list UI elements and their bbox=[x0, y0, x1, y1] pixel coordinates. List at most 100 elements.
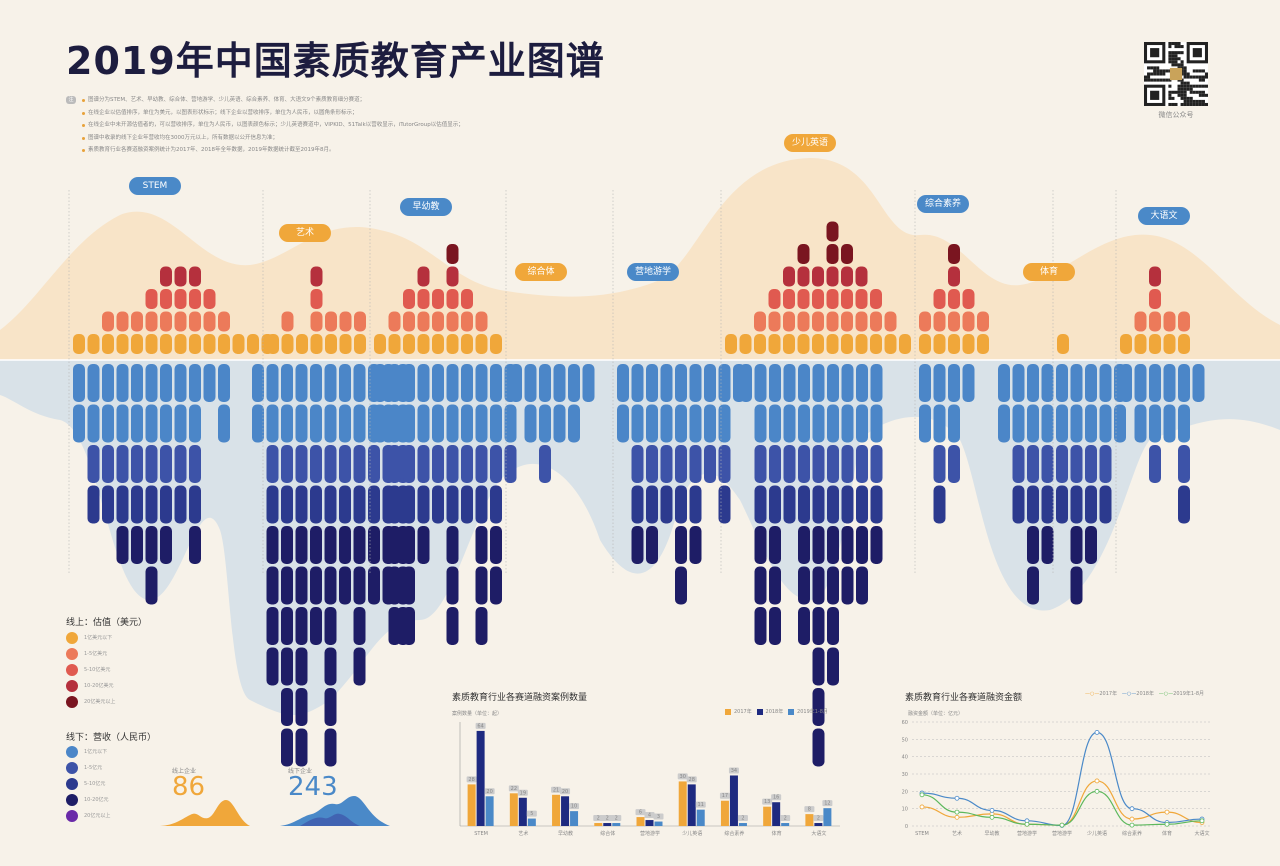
offline-company-pill bbox=[646, 364, 658, 402]
offline-company-pill bbox=[539, 404, 551, 443]
offline-company-pill bbox=[718, 404, 731, 443]
offline-company-pill bbox=[1085, 404, 1097, 443]
online-company-pill bbox=[446, 289, 459, 309]
offline-company-pill bbox=[841, 485, 854, 524]
line-point bbox=[1094, 788, 1100, 794]
offline-company-pill bbox=[754, 364, 767, 402]
offline-company-pill bbox=[310, 364, 322, 402]
bar-mark bbox=[467, 784, 476, 826]
online-company-pill bbox=[417, 311, 430, 332]
offline-company-pill bbox=[475, 364, 488, 402]
online-company-pill bbox=[116, 334, 129, 354]
offline-company-pill bbox=[1056, 445, 1068, 483]
offline-company-pill bbox=[827, 647, 839, 686]
line-series bbox=[921, 790, 1203, 826]
online-company-pill bbox=[1134, 311, 1147, 332]
offline-company-pill bbox=[504, 445, 517, 483]
offline-company-pill bbox=[1178, 485, 1190, 524]
offline-company-pill bbox=[116, 445, 129, 483]
offline-company-pill bbox=[368, 485, 380, 524]
online-company-pill bbox=[870, 289, 882, 309]
bar-value-badge bbox=[813, 815, 824, 822]
offline-company-pill bbox=[504, 404, 517, 443]
line-point bbox=[1094, 778, 1100, 784]
online-company-pill bbox=[131, 311, 143, 332]
offline-company-pill bbox=[769, 445, 781, 483]
online-company-pill bbox=[174, 311, 187, 332]
online-company-pill bbox=[783, 334, 795, 354]
offline-company-pill bbox=[1099, 445, 1112, 483]
offline-company-pill bbox=[856, 485, 868, 524]
offline-company-pill bbox=[403, 445, 415, 483]
bar-value-label: 2 bbox=[817, 816, 820, 822]
online-company-pill bbox=[1178, 311, 1190, 332]
offline-company-pill bbox=[1134, 404, 1147, 443]
online-company-pill bbox=[841, 244, 853, 264]
online-company-pill bbox=[461, 334, 473, 354]
offline-company-pill bbox=[1041, 445, 1054, 483]
offline-count-label: 线下企业 bbox=[288, 768, 313, 775]
bar-value-badge bbox=[771, 794, 782, 801]
bar-mark bbox=[509, 793, 518, 826]
offline-company-pill bbox=[189, 364, 201, 402]
offline-company-pill bbox=[769, 404, 781, 443]
category-label: 营地游学 bbox=[627, 263, 679, 281]
bar-mark bbox=[645, 820, 654, 826]
bar-mark bbox=[612, 823, 621, 826]
online-company-pill bbox=[475, 334, 488, 354]
online-company-pill bbox=[218, 334, 230, 354]
online-legend-title: 线上：估值（美元） bbox=[66, 618, 148, 628]
offline-company-pill bbox=[1163, 364, 1176, 402]
offline-company-pill bbox=[1178, 404, 1190, 443]
online-company-pill bbox=[296, 334, 308, 354]
offline-company-pill bbox=[295, 404, 308, 443]
offline-company-pill bbox=[324, 688, 337, 726]
bar-value-badge bbox=[737, 815, 748, 822]
offline-company-pill bbox=[798, 526, 810, 564]
offline-company-pill bbox=[295, 485, 308, 524]
online-company-pill bbox=[403, 289, 415, 309]
offline-company-pill bbox=[252, 364, 264, 402]
offline-company-pill bbox=[417, 364, 430, 402]
bar-mark bbox=[814, 823, 823, 826]
online-company-pill bbox=[884, 334, 897, 354]
offline-company-pill bbox=[827, 526, 839, 564]
offline-company-pill bbox=[841, 566, 854, 605]
online-company-pill bbox=[962, 311, 975, 332]
offline-company-pill bbox=[660, 485, 673, 524]
online-company-pill bbox=[1057, 334, 1069, 354]
bar-mark bbox=[729, 775, 738, 826]
offline-company-pill bbox=[646, 485, 658, 524]
bar-value-badge bbox=[635, 809, 646, 816]
offline-company-pill bbox=[102, 485, 114, 524]
line-category-label: 营地游学 bbox=[1017, 830, 1037, 837]
line-category-label: 体育 bbox=[1162, 830, 1172, 837]
bar-value-label: 64 bbox=[477, 723, 483, 729]
offline-company-pill bbox=[388, 404, 401, 443]
bar-value-badge bbox=[686, 776, 697, 783]
offline-company-pill bbox=[403, 404, 415, 443]
offline-company-pill bbox=[812, 445, 825, 483]
offline-company-pill bbox=[827, 566, 839, 605]
online-company-pill bbox=[855, 311, 868, 332]
offline-company-pill bbox=[403, 526, 415, 564]
offline-company-pill bbox=[754, 404, 767, 443]
bar-value-label: 8 bbox=[808, 807, 811, 813]
offline-company-pill bbox=[841, 364, 854, 402]
offline-company-pill bbox=[339, 404, 351, 443]
offline-company-pill bbox=[353, 526, 366, 564]
offline-company-pill bbox=[870, 404, 883, 443]
online-company-pill bbox=[977, 334, 989, 354]
bar-value-label: 12 bbox=[824, 801, 830, 807]
offline-company-pill bbox=[116, 485, 129, 524]
offline-company-pill bbox=[368, 526, 380, 564]
offline-company-pill bbox=[446, 485, 459, 524]
offline-company-pill bbox=[475, 566, 488, 605]
online-company-pill bbox=[870, 311, 882, 332]
online-company-pill bbox=[446, 266, 459, 287]
offline-company-pill bbox=[417, 485, 430, 524]
online-count-wave bbox=[160, 800, 250, 826]
offline-company-pill bbox=[339, 445, 351, 483]
online-company-pill bbox=[374, 334, 386, 354]
